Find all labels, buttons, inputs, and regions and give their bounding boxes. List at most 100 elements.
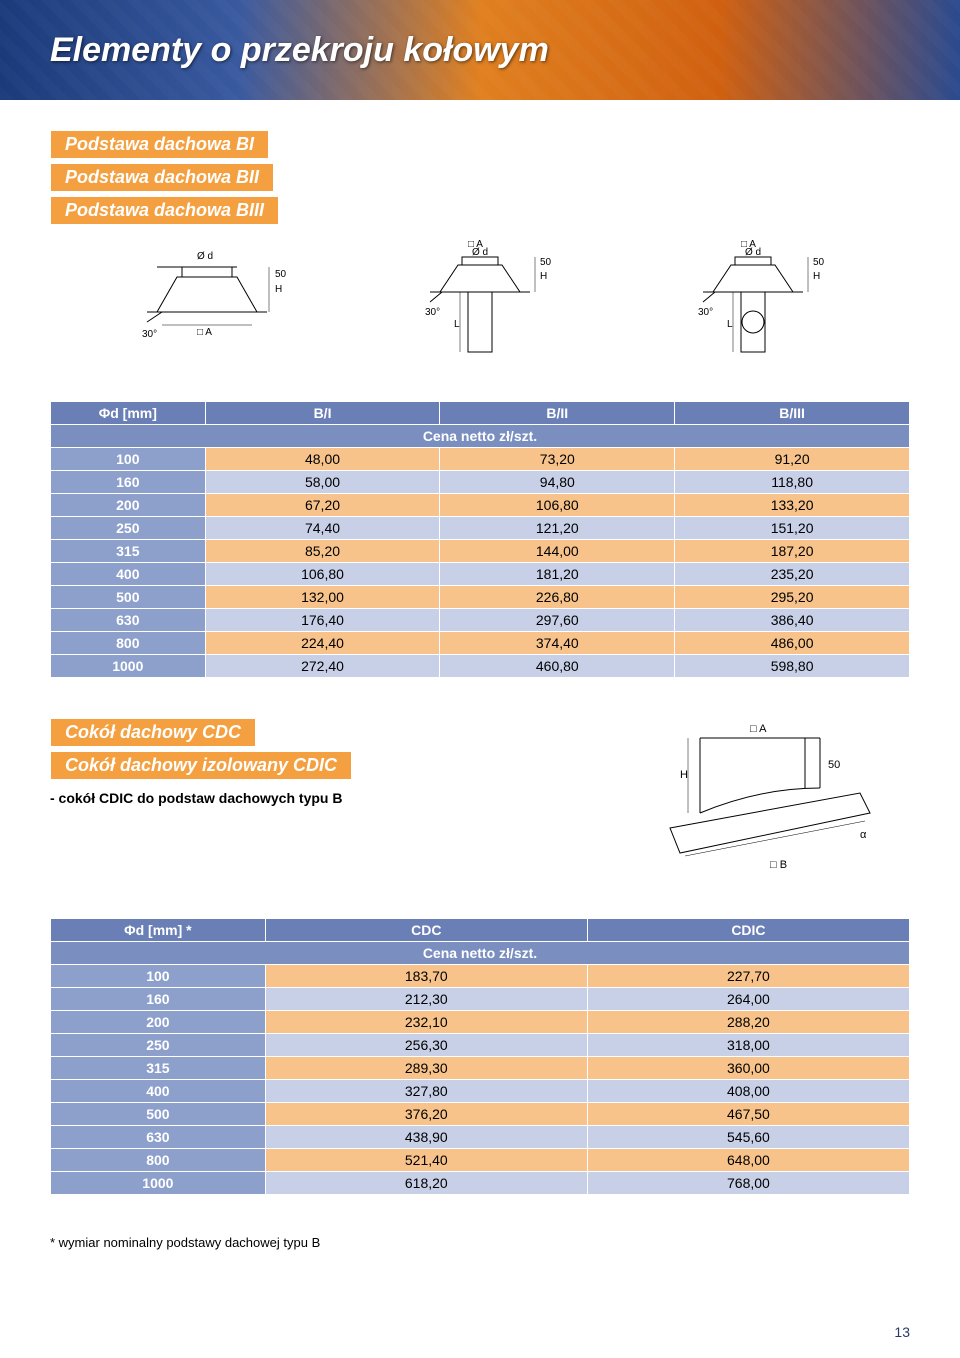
cell-value: 106,80 [440, 494, 675, 517]
cell-value: 386,40 [675, 609, 910, 632]
diag-label-phid: Ø d [745, 247, 761, 258]
cell-value: 121,20 [440, 517, 675, 540]
cell-value: 187,20 [675, 540, 910, 563]
section1-table: Φd [mm] B/I B/II B/III Cena netto zł/szt… [50, 401, 910, 678]
cell-value: 176,40 [205, 609, 440, 632]
cell-value: 235,20 [675, 563, 910, 586]
cell-value: 297,60 [440, 609, 675, 632]
table-row: 800521,40648,00 [51, 1149, 910, 1172]
section2-labels: Cokół dachowy CDC Cokół dachowy izolowan… [50, 718, 580, 780]
cell-value: 91,20 [675, 448, 910, 471]
diag-label-phid: Ø d [197, 251, 213, 262]
cell-value: 183,70 [265, 965, 587, 988]
cell-value: 106,80 [205, 563, 440, 586]
table-row: 1000618,20768,00 [51, 1172, 910, 1195]
cell-value: 224,40 [205, 632, 440, 655]
section1-label-0: Podstawa dachowa BI [50, 130, 269, 159]
cell-value: 58,00 [205, 471, 440, 494]
cell-value: 545,60 [587, 1126, 909, 1149]
diag2-boxB: □ B [770, 859, 787, 871]
cell-dim: 400 [51, 1080, 266, 1103]
cell-value: 67,20 [205, 494, 440, 517]
cell-dim: 500 [51, 586, 206, 609]
cell-dim: 630 [51, 1126, 266, 1149]
diag-label-angle: 30° [425, 307, 440, 318]
table-row: 1000272,40460,80598,80 [51, 655, 910, 678]
cell-value: 438,90 [265, 1126, 587, 1149]
cell-value: 132,00 [205, 586, 440, 609]
cell-value: 118,80 [675, 471, 910, 494]
cell-value: 288,20 [587, 1011, 909, 1034]
diag-label-L: L [454, 319, 460, 330]
diagram-bii: □ A Ø d H 50 L 30° [380, 237, 580, 377]
cell-value: 374,40 [440, 632, 675, 655]
section1-label-2: Podstawa dachowa BIII [50, 196, 279, 225]
table-row: 10048,0073,2091,20 [51, 448, 910, 471]
diag-label-angle: 30° [142, 329, 157, 340]
cell-value: 181,20 [440, 563, 675, 586]
cell-value: 264,00 [587, 988, 909, 1011]
table-row: 500132,00226,80295,20 [51, 586, 910, 609]
table-header-row: Φd [mm] B/I B/II B/III [51, 402, 910, 425]
cell-dim: 250 [51, 1034, 266, 1057]
section2-subnote: - cokół CDIC do podstaw dachowych typu B [50, 790, 580, 806]
col-bi: B/I [205, 402, 440, 425]
table-row: 100183,70227,70 [51, 965, 910, 988]
col2-cdic: CDIC [587, 919, 909, 942]
cell-dim: 630 [51, 609, 206, 632]
cell-value: 598,80 [675, 655, 910, 678]
cell-value: 467,50 [587, 1103, 909, 1126]
diag2-alpha: α [860, 829, 867, 841]
cell-dim: 315 [51, 540, 206, 563]
cell-value: 133,20 [675, 494, 910, 517]
cell-value: 318,00 [587, 1034, 909, 1057]
table2-subheader: Cena netto zł/szt. [51, 942, 910, 965]
diag-label-phid: Ø d [472, 247, 488, 258]
cell-dim: 160 [51, 471, 206, 494]
cell-value: 460,80 [440, 655, 675, 678]
cell-value: 74,40 [205, 517, 440, 540]
cell-value: 376,20 [265, 1103, 587, 1126]
diag-label-H: H [813, 271, 820, 282]
section1-diagrams: Ø d H 50 □ A 30° [50, 237, 910, 377]
diag-label-H: H [540, 271, 547, 282]
table-subheader: Cena netto zł/szt. [51, 425, 910, 448]
diagram-bi: Ø d H 50 □ A 30° [107, 237, 307, 377]
table-row: 630438,90545,60 [51, 1126, 910, 1149]
cell-value: 232,10 [265, 1011, 587, 1034]
table-row: 31585,20144,00187,20 [51, 540, 910, 563]
cell-value: 144,00 [440, 540, 675, 563]
subheader2-text: Cena netto zł/szt. [51, 942, 910, 965]
table-row: 500376,20467,50 [51, 1103, 910, 1126]
col-biii: B/III [675, 402, 910, 425]
table-row: 315289,30360,00 [51, 1057, 910, 1080]
cell-dim: 400 [51, 563, 206, 586]
col2-dim: Φd [mm] * [51, 919, 266, 942]
diag2-H: H [680, 769, 688, 781]
col-bii: B/II [440, 402, 675, 425]
diag2-50: 50 [828, 759, 840, 771]
cell-dim: 500 [51, 1103, 266, 1126]
cell-dim: 1000 [51, 1172, 266, 1195]
cell-value: 151,20 [675, 517, 910, 540]
cell-dim: 800 [51, 632, 206, 655]
cell-dim: 100 [51, 965, 266, 988]
table-row: 800224,40374,40486,00 [51, 632, 910, 655]
table-row: 160212,30264,00 [51, 988, 910, 1011]
cell-value: 295,20 [675, 586, 910, 609]
cell-value: 618,20 [265, 1172, 587, 1195]
table-row: 25074,40121,20151,20 [51, 517, 910, 540]
section2-footnote: * wymiar nominalny podstawy dachowej typ… [50, 1235, 910, 1250]
section2-label-1: Cokół dachowy izolowany CDIC [50, 751, 352, 780]
cell-value: 256,30 [265, 1034, 587, 1057]
cell-value: 486,00 [675, 632, 910, 655]
section2-label-0: Cokół dachowy CDC [50, 718, 256, 747]
table-row: 200232,10288,20 [51, 1011, 910, 1034]
table2-header-row: Φd [mm] * CDC CDIC [51, 919, 910, 942]
section1-labels: Podstawa dachowa BI Podstawa dachowa BII… [50, 130, 910, 225]
diag-label-50: 50 [275, 269, 287, 280]
cell-dim: 1000 [51, 655, 206, 678]
cell-value: 94,80 [440, 471, 675, 494]
page-number: 13 [894, 1324, 910, 1340]
header-banner: Elementy o przekroju kołowym [0, 0, 960, 100]
